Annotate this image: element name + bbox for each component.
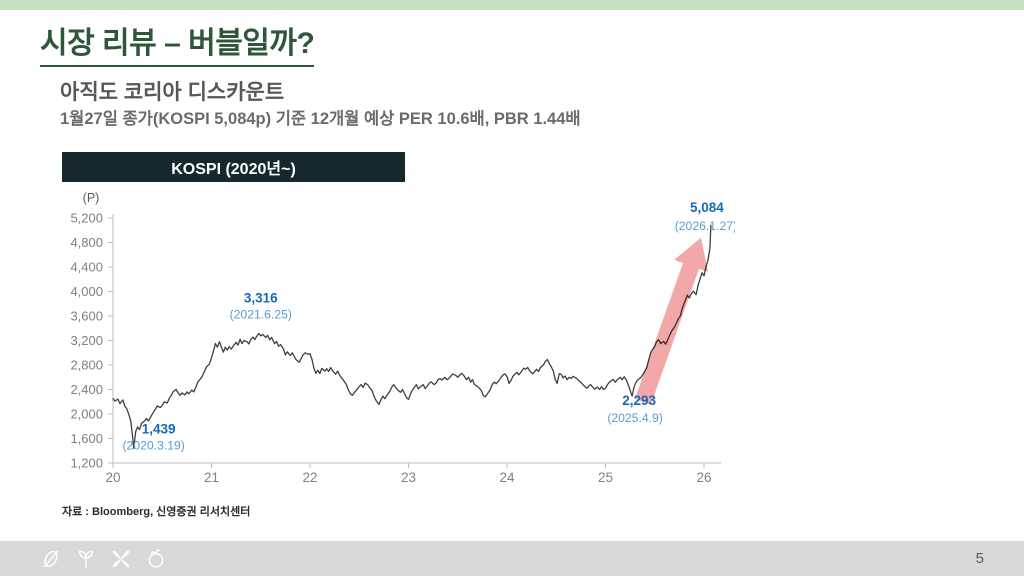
svg-text:(2020.3.19): (2020.3.19) <box>123 438 185 452</box>
chart-title-box: KOSPI (2020년~) <box>62 152 405 182</box>
chart-title: KOSPI (2020년~) <box>171 161 296 178</box>
svg-text:5,200: 5,200 <box>70 211 103 226</box>
clover-icon <box>112 550 130 567</box>
svg-text:3,316: 3,316 <box>244 290 278 305</box>
svg-text:2,293: 2,293 <box>622 393 656 408</box>
slide-subtitle-detail: 1월27일 종가(KOSPI 5,084p) 기준 12개월 예상 PER 10… <box>60 110 581 128</box>
page-title-text: 시장 리뷰 – 버블일까? <box>40 18 315 67</box>
svg-text:23: 23 <box>401 470 416 485</box>
footer-logo-icons <box>40 548 167 570</box>
top-accent-bar <box>0 0 1024 10</box>
svg-text:(P): (P) <box>83 191 100 205</box>
svg-text:20: 20 <box>105 470 120 485</box>
svg-text:2,400: 2,400 <box>70 382 103 397</box>
svg-text:4,400: 4,400 <box>70 260 103 275</box>
svg-text:2,800: 2,800 <box>70 358 103 373</box>
svg-text:(2025.4.9): (2025.4.9) <box>607 411 663 425</box>
slide-subtitle: 아직도 코리아 디스카운트 <box>60 81 285 104</box>
source-note: 자료 : Bloomberg, 신영증권 리서치센터 <box>62 506 251 518</box>
svg-text:2,000: 2,000 <box>70 407 103 422</box>
svg-text:3,200: 3,200 <box>70 333 103 348</box>
svg-text:(2026.1.27): (2026.1.27) <box>675 219 735 233</box>
svg-text:5,084: 5,084 <box>690 200 724 215</box>
svg-text:1,439: 1,439 <box>142 421 176 436</box>
svg-text:24: 24 <box>499 470 515 485</box>
svg-text:1,600: 1,600 <box>70 431 103 446</box>
page-title: 시장 리뷰 – 버블일까? <box>40 18 315 67</box>
leaf-icon <box>43 550 59 567</box>
svg-text:3,600: 3,600 <box>70 309 103 324</box>
svg-text:(2021.6.25): (2021.6.25) <box>230 307 292 321</box>
chart-area: (P) 5,200 4,800 4,400 4,000 3,600 3,200 2,800 2,… <box>55 190 737 500</box>
svg-text:22: 22 <box>302 470 317 485</box>
svg-text:26: 26 <box>696 470 711 485</box>
svg-text:4,800: 4,800 <box>70 235 103 250</box>
svg-text:21: 21 <box>204 470 219 485</box>
page-number: 5 <box>975 550 984 567</box>
footer-bar: 5 <box>0 541 1024 576</box>
svg-text:25: 25 <box>598 470 613 485</box>
sprout-icon <box>78 550 94 569</box>
svg-text:1,200: 1,200 <box>70 456 103 471</box>
kospi-line-chart: (P) 5,200 4,800 4,400 4,000 3,600 3,200 2,800 2,… <box>70 191 737 485</box>
svg-text:4,000: 4,000 <box>70 284 103 299</box>
fruit-icon <box>148 548 164 568</box>
